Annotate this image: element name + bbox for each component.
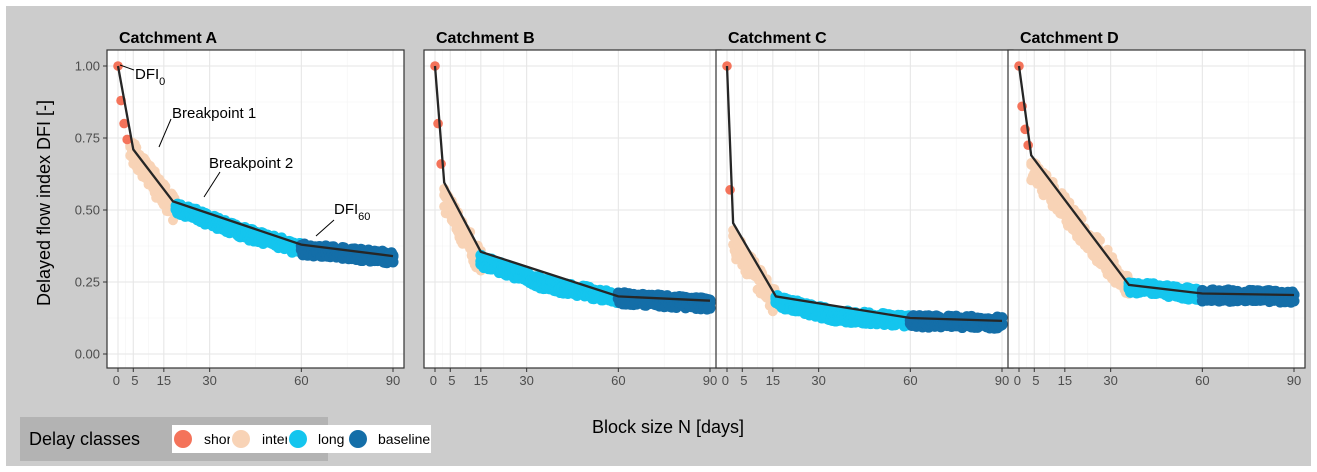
annotation-breakpoint-2: Breakpoint 2 (209, 155, 293, 172)
panel-title: Catchment C (728, 30, 827, 47)
annotation-dfi0: DFI0 (135, 66, 165, 88)
y-tick-label: 0.75 (75, 131, 100, 146)
x-tick-label: 90 (995, 373, 1009, 388)
annotations: DFI0 Breakpoint 1 Breakpoint 2 DFI60 (119, 64, 370, 237)
y-tick-label: 0.25 (75, 275, 100, 290)
fitted-line (433, 65, 711, 302)
y-axis-label: Delayed flow index DFI [-] (34, 100, 54, 306)
annotation-dfi60-sub: 60 (358, 211, 370, 223)
panel-title: Catchment D (1020, 30, 1119, 47)
legend-label-baseline: baseline (378, 431, 430, 447)
panel-catchment-b: Catchment B 0 5 15 30 60 90 (423, 30, 722, 388)
x-tick-label: 90 (386, 373, 400, 388)
legend-key-short (174, 430, 192, 448)
x-tick-label: 0 (722, 373, 729, 388)
panel-title: Catchment A (119, 30, 218, 47)
y-tick-label: 0.50 (75, 203, 100, 218)
x-axis-label: Block size N [days] (592, 417, 744, 437)
annotation-leader-bp2 (203, 171, 221, 198)
x-tick-label: 15 (157, 373, 171, 388)
panel-title: Catchment B (436, 30, 535, 47)
panel-catchment-a: Catchment A0 5 15 30 60 900.000.250.500.751.0… (75, 30, 405, 388)
fitted-line (116, 65, 394, 258)
x-tick-label: 15 (474, 373, 488, 388)
fitted-line (1017, 65, 1295, 297)
panel-frame (106, 49, 405, 369)
x-tick-label: 5 (740, 373, 747, 388)
legend-label-inter: inter (262, 431, 290, 447)
x-tick-label: 60 (294, 373, 308, 388)
y-tick-label: 0.00 (75, 347, 100, 362)
x-tick-label: 15 (1058, 373, 1072, 388)
panel-catchment-c: Catchment C 0 5 15 30 60 90 (715, 30, 1014, 388)
annotation-dfi60: DFI60 (334, 201, 370, 223)
point-short (1023, 140, 1033, 150)
x-tick-label: 5 (448, 373, 455, 388)
fitted-line (725, 65, 1003, 323)
annotation-breakpoint-1: Breakpoint 1 (172, 105, 256, 122)
x-tick-label: 5 (131, 373, 138, 388)
x-tick-label: 5 (1032, 373, 1039, 388)
annotation-leader-dfi60 (315, 219, 335, 237)
x-tick-label: 60 (903, 373, 917, 388)
x-tick-label: 30 (202, 373, 216, 388)
x-tick-label: 90 (703, 373, 717, 388)
x-tick-label: 0 (113, 373, 120, 388)
panel-catchment-d: Catchment D 0 5 15 30 60 90 (1007, 30, 1306, 388)
x-tick-label: 0 (430, 373, 437, 388)
x-tick-label: 15 (766, 373, 780, 388)
point-short (119, 118, 129, 129)
point-short (433, 118, 443, 129)
point-baseline (1288, 295, 1300, 307)
point-short (725, 185, 735, 195)
point-short (436, 159, 446, 169)
legend-key-inter (232, 430, 250, 448)
x-tick-label: 0 (1014, 373, 1021, 388)
legend-key-long (289, 430, 307, 448)
x-tick-label: 60 (611, 373, 625, 388)
point-short (122, 134, 132, 145)
chart-panels: Catchment A0 5 15 30 60 900.000.250.500.751.0… (75, 30, 1306, 388)
legend-title: Delay classes (29, 429, 140, 449)
x-tick-label: 30 (1103, 373, 1117, 388)
legend-key-baseline (349, 430, 367, 448)
legend: Delay classes short inter long baseline (20, 417, 431, 461)
annotation-dfi60-main: DFI (334, 201, 358, 218)
point-inter (1076, 213, 1087, 224)
annotation-leader-dfi0 (119, 64, 135, 71)
annotation-dfi0-sub: 0 (159, 76, 165, 88)
annotation-leader-bp1 (158, 118, 172, 148)
legend-label-long: long (318, 431, 344, 447)
legend-label-short: short (204, 431, 235, 447)
x-tick-label: 30 (519, 373, 533, 388)
x-tick-label: 90 (1287, 373, 1301, 388)
x-tick-label: 60 (1195, 373, 1209, 388)
legend-items: short inter long baseline (172, 425, 431, 453)
point-baseline (704, 302, 716, 314)
y-tick-label: 1.00 (75, 59, 100, 74)
x-tick-label: 30 (811, 373, 825, 388)
panel-frame (1007, 49, 1306, 369)
annotation-dfi0-main: DFI (135, 66, 159, 83)
